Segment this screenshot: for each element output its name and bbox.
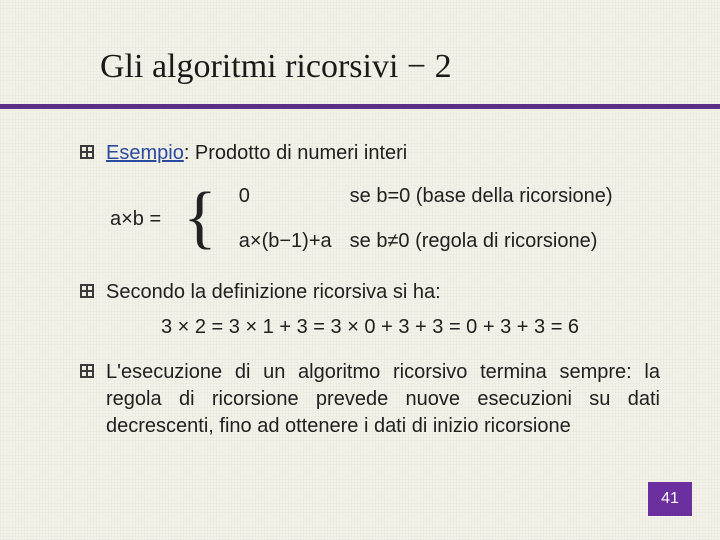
esempio-label: Esempio	[106, 142, 184, 164]
slide-content: Esempio: Prodotto di numeri interi a×b =…	[80, 140, 660, 450]
bullet-icon	[80, 145, 94, 159]
slide-title: Gli algoritmi ricorsivi − 2	[100, 48, 452, 86]
bullet-2: Secondo la definizione ricorsiva si ha:	[80, 279, 660, 306]
bullet-1: Esempio: Prodotto di numeri interi	[80, 140, 660, 167]
bullet-icon	[80, 364, 94, 378]
bullet-2-text: Secondo la definizione ricorsiva si ha:	[106, 279, 441, 306]
formula-block: a×b = { 0 se b=0 (base della ricorsione)…	[110, 185, 660, 253]
case2-cond: se b≠0 (regola di ricorsione)	[350, 230, 613, 253]
bullet-1-text: Esempio: Prodotto di numeri interi	[106, 140, 407, 167]
page-number: 41	[648, 482, 692, 516]
formula-lhs: a×b =	[110, 208, 161, 231]
case1-cond: se b=0 (base della ricorsione)	[350, 185, 613, 208]
title-rule	[0, 104, 720, 109]
case2-expr: a×(b−1)+a	[239, 230, 332, 253]
bullet-3-text: L'esecuzione di un algoritmo ricorsivo t…	[106, 359, 660, 440]
brace: {	[183, 193, 217, 242]
bullet-icon	[80, 284, 94, 298]
formula-cases: 0 se b=0 (base della ricorsione) a×(b−1)…	[239, 185, 613, 253]
bullet-1-rest: : Prodotto di numeri interi	[184, 142, 407, 164]
bullet-3: L'esecuzione di un algoritmo ricorsivo t…	[80, 359, 660, 440]
case1-expr: 0	[239, 185, 332, 208]
bullet-2-equation: 3 × 2 = 3 × 1 + 3 = 3 × 0 + 3 + 3 = 0 + …	[80, 316, 660, 339]
bullet-2-lead: Secondo la definizione ricorsiva si ha:	[106, 281, 441, 303]
